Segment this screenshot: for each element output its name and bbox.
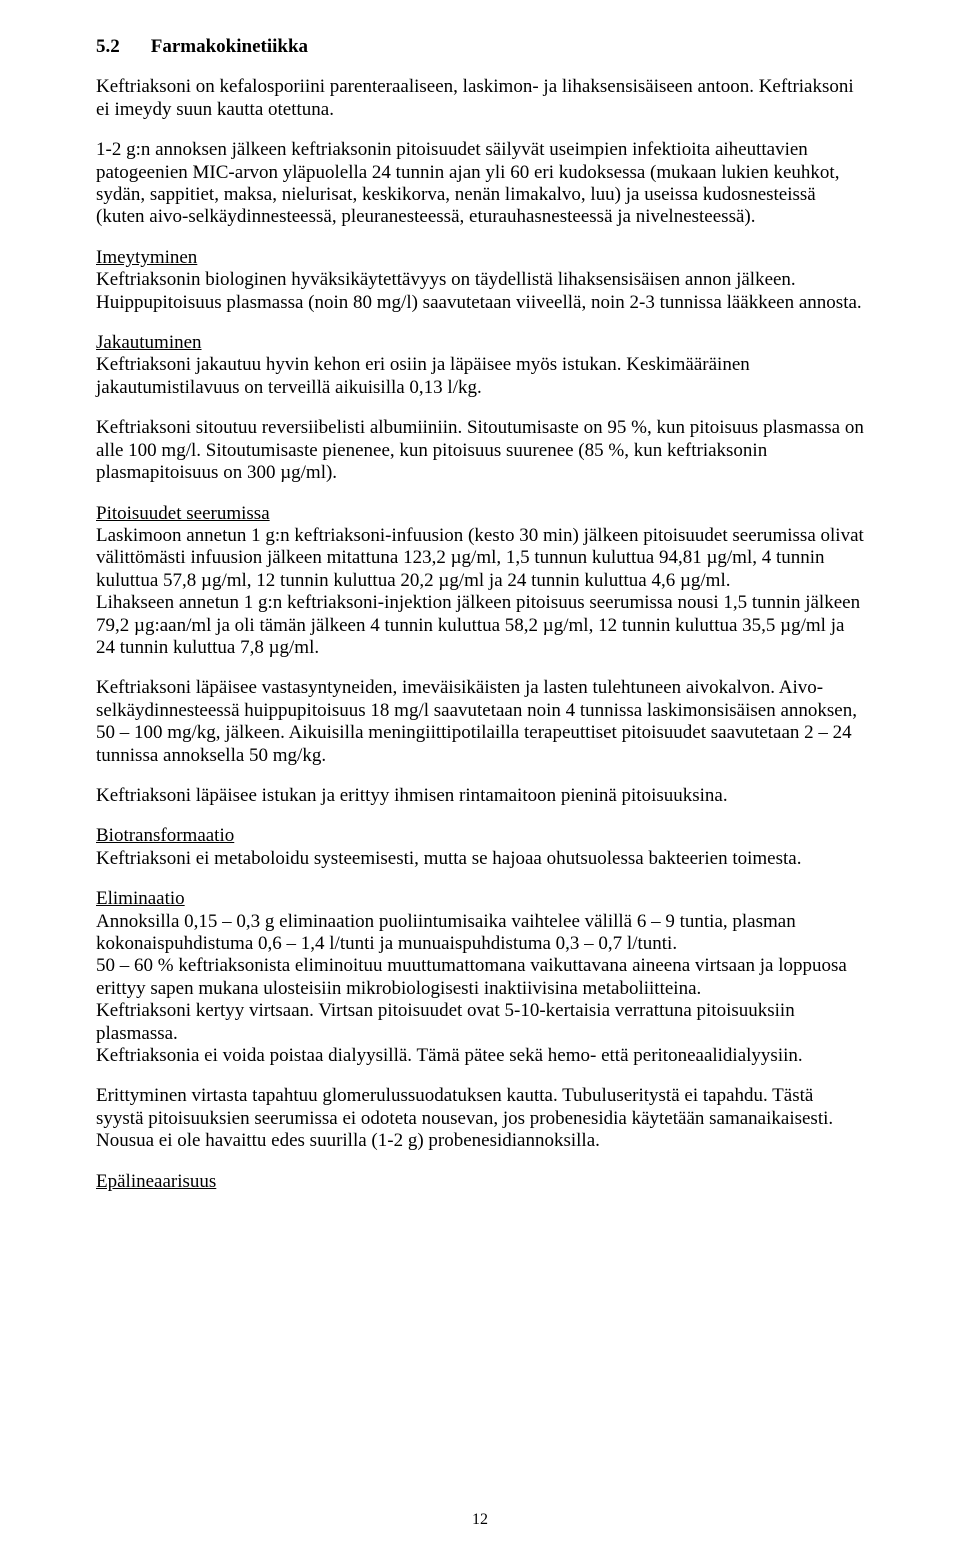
absorption-heading: Imeytyminen	[96, 247, 197, 268]
distribution-p1: Keftriaksoni jakautuu hyvin kehon eri os…	[96, 354, 750, 397]
elimination-p5: Erittyminen virtasta tapahtuu glomerulus…	[96, 1085, 864, 1152]
page-number: 12	[0, 1511, 960, 1529]
biotransformation-text: Keftriaksoni ei metaboloidu systeemisest…	[96, 848, 801, 869]
biotransformation-heading: Biotransformaatio	[96, 825, 234, 846]
serum-p1: Laskimoon annetun 1 g:n keftriaksoni-inf…	[96, 525, 864, 591]
distribution-block-1: Jakautuminen Keftriaksoni jakautuu hyvin…	[96, 332, 864, 399]
biotransformation-block: Biotransformaatio Keftriaksoni ei metabo…	[96, 825, 864, 870]
intro-p1: Keftriaksoni on kefalosporiini parentera…	[96, 76, 864, 121]
document-page: 5.2 Farmakokinetiikka Keftriaksoni on ke…	[0, 0, 960, 1547]
serum-block-1: Pitoisuudet seerumissa Laskimoon annetun…	[96, 503, 864, 593]
elimination-p2: 50 – 60 % keftriaksonista eliminoituu mu…	[96, 955, 864, 1000]
serum-heading: Pitoisuudet seerumissa	[96, 503, 270, 524]
elimination-block-1: Eliminaatio Annoksilla 0,15 – 0,3 g elim…	[96, 888, 864, 955]
elimination-heading: Eliminaatio	[96, 888, 185, 909]
distribution-heading: Jakautuminen	[96, 332, 202, 353]
section-heading-row: 5.2 Farmakokinetiikka	[96, 36, 864, 58]
intro-p2: 1-2 g:n annoksen jälkeen keftriaksonin p…	[96, 139, 864, 229]
elimination-p3: Keftriaksoni kertyy virtsaan. Virtsan pi…	[96, 1000, 864, 1045]
absorption-text: Keftriaksonin biologinen hyväksikäytettä…	[96, 269, 862, 312]
serum-p3: Keftriaksoni läpäisee vastasyntyneiden, …	[96, 677, 864, 767]
absorption-block: Imeytyminen Keftriaksonin biologinen hyv…	[96, 247, 864, 314]
elimination-p4: Keftriaksonia ei voida poistaa dialyysil…	[96, 1045, 864, 1067]
section-title: Farmakokinetiikka	[151, 36, 308, 58]
serum-p2: Lihakseen annetun 1 g:n keftriaksoni-inj…	[96, 592, 864, 659]
section-number: 5.2	[96, 36, 146, 58]
nonlinearity-block: Epälineaarisuus	[96, 1171, 864, 1193]
serum-p4: Keftriaksoni läpäisee istukan ja erittyy…	[96, 785, 864, 807]
elimination-p1: Annoksilla 0,15 – 0,3 g eliminaation puo…	[96, 911, 796, 954]
distribution-p2: Keftriaksoni sitoutuu reversiibelisti al…	[96, 417, 864, 484]
nonlinearity-heading: Epälineaarisuus	[96, 1171, 216, 1192]
